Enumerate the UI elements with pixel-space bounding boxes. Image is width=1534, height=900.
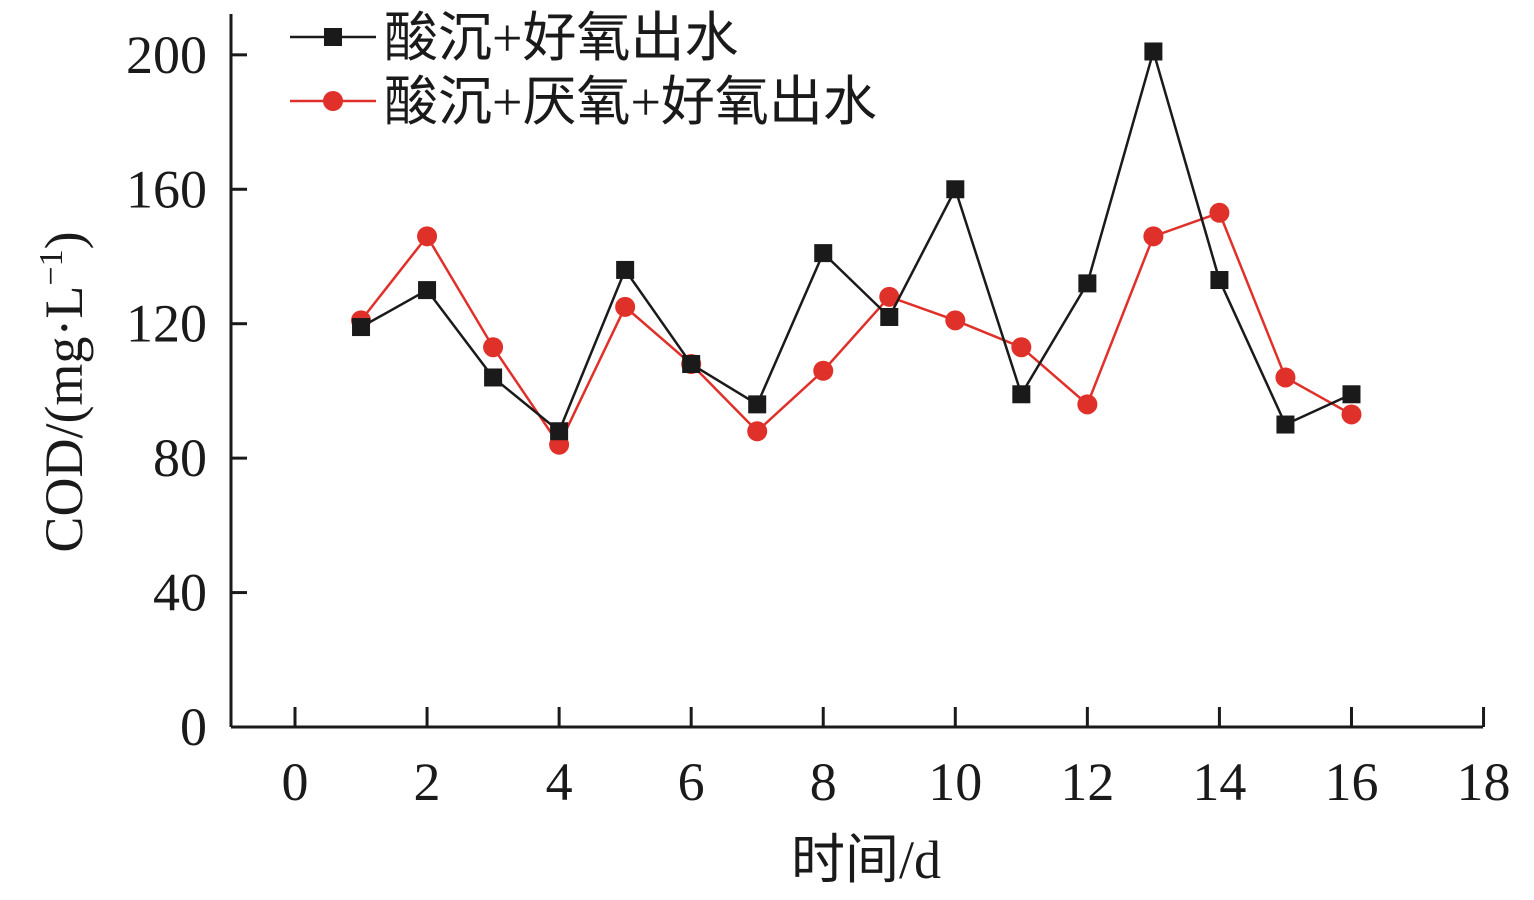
series-2-point [1341,404,1362,425]
y-axis-title-superscript: −1 [33,249,70,285]
x-tick-label: 6 [678,752,705,812]
x-tick-label: 0 [282,752,309,812]
axes: 0 40 80 120 160 200 0 2 4 6 8 10 12 14 16 18 [126,14,1511,812]
y-axis-title-close: ) [34,231,94,249]
series-2-point [813,360,834,381]
x-tick-label: 16 [1324,752,1378,812]
series-1-point [1276,415,1295,434]
y-tick-label: 40 [153,563,207,623]
y-tick-label: 160 [126,159,207,219]
x-tick-label: 2 [414,752,441,812]
legend-label: 酸沉+厌氧+好氧出水 [384,72,877,132]
series-1-point [550,422,569,441]
series-1-point [946,180,965,199]
series-1-point [418,281,437,300]
series-1-point [1144,42,1163,61]
series-1-point [880,307,899,326]
x-tick-label: 4 [546,752,573,812]
x-axis-ticks: 0 2 4 6 8 10 12 14 16 18 [282,707,1511,812]
series-2-point [1011,337,1032,358]
x-axis-title: 时间/d [791,830,941,890]
series-2-point [1143,226,1164,247]
y-axis-title-group: COD/(mg·L−1) [33,231,94,552]
legend-label: 酸沉+好氧出水 [384,8,738,68]
series-2-point [1209,202,1230,223]
x-tick-label: 10 [928,752,982,812]
y-axis-ticks: 0 40 80 120 160 200 [126,25,247,757]
series-2-point [417,226,438,247]
x-tick-label: 12 [1060,752,1114,812]
series-1-point [1078,274,1097,293]
series-1-point [1342,385,1361,404]
series-1-point [1210,271,1229,290]
series-1-point [484,368,503,387]
series-2-point [1077,394,1098,415]
series-2-point [945,310,966,331]
legend-marker-circle [323,91,343,111]
series-2 [351,202,1362,455]
y-axis-title: COD/(mg·L−1) [33,231,94,552]
y-tick-label: 200 [126,25,207,85]
legend-item-1: 酸沉+好氧出水 [290,8,738,68]
plot-area [351,42,1362,455]
legend-marker-square [324,28,342,46]
series-2-point [615,296,636,317]
x-tick-label: 18 [1457,752,1511,812]
series-2-point [747,421,768,442]
y-axis-title-main: COD/(mg·L [34,286,94,553]
y-tick-label: 0 [180,697,207,757]
series-1-point [1012,385,1031,404]
y-tick-label: 120 [126,294,207,354]
series-1-line [360,46,1353,434]
x-tick-label: 14 [1192,752,1246,812]
series-2-point [879,286,900,307]
y-tick-label: 80 [153,428,207,488]
series-1-point [814,244,833,263]
series-2-point [483,337,504,358]
legend-item-2: 酸沉+厌氧+好氧出水 [290,72,877,132]
series-1-point [748,395,767,414]
series-1-point [682,355,701,374]
series-1 [352,42,1361,441]
series-1-point [616,260,635,279]
series-2-point [1275,367,1296,388]
series-2-line [360,211,1353,448]
x-tick-label: 8 [810,752,837,812]
series-1-point [352,318,371,337]
